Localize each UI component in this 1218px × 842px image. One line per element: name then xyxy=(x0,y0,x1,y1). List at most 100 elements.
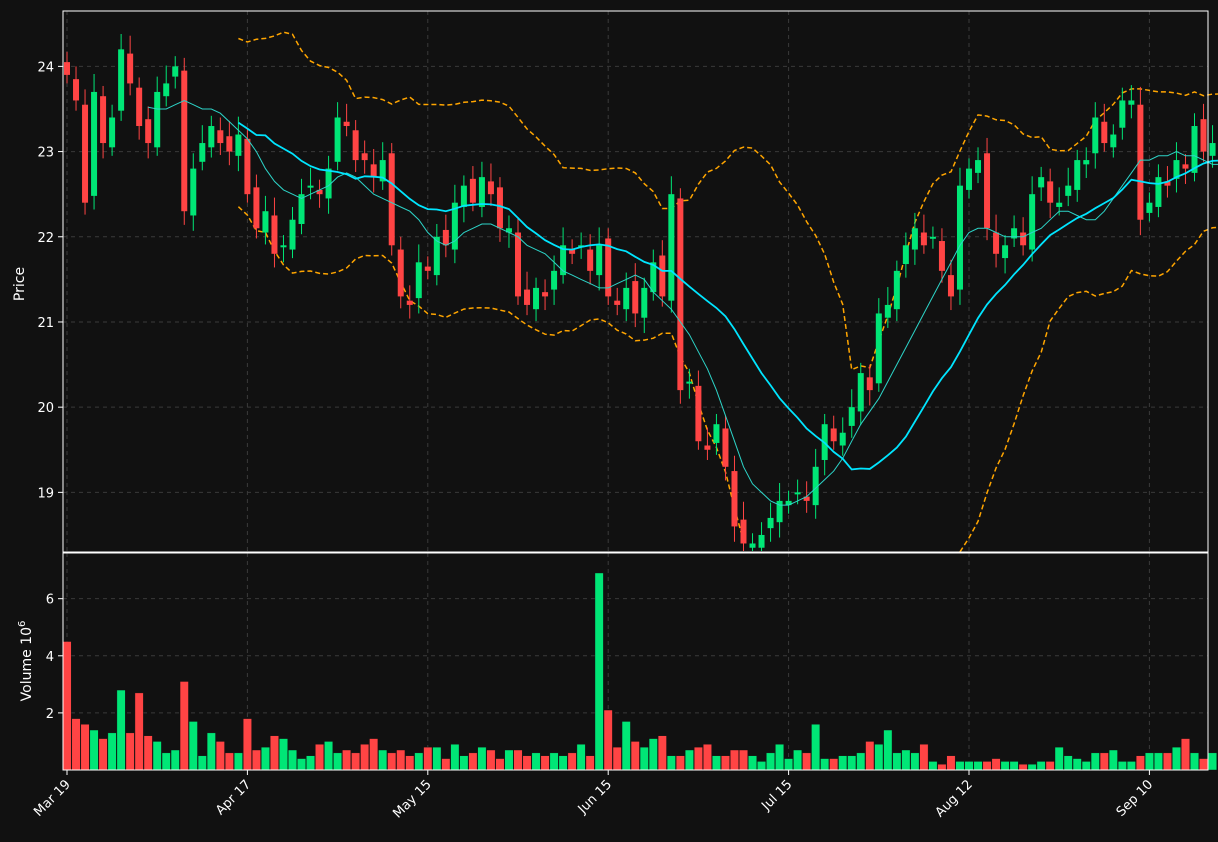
candle-body xyxy=(1155,177,1162,207)
volume-bar xyxy=(748,755,757,771)
volume-bar xyxy=(955,761,965,771)
volume-bar xyxy=(973,761,983,771)
candle-body xyxy=(226,136,233,152)
candle-body xyxy=(1092,117,1099,154)
volume-bar xyxy=(89,729,99,771)
volume-bar xyxy=(1172,746,1181,771)
candle-body xyxy=(280,245,287,248)
price-tick-label: 21 xyxy=(37,316,54,331)
candle-body xyxy=(127,53,134,84)
candle-body xyxy=(659,255,666,297)
volume-bar xyxy=(224,752,234,771)
candle-body xyxy=(740,519,747,544)
upper-band-line xyxy=(238,31,1218,371)
volume-bar xyxy=(730,749,739,771)
volume-bar xyxy=(98,738,108,771)
candle-body xyxy=(515,232,521,297)
volume-bar xyxy=(838,755,848,771)
volume-bar xyxy=(549,752,559,771)
volume-bar xyxy=(206,732,216,771)
volume-bar xyxy=(883,729,893,771)
volume-bar xyxy=(432,746,442,771)
volume-bar xyxy=(116,689,126,771)
volume-bar xyxy=(170,749,180,771)
volume-bar xyxy=(333,752,342,771)
lower-bollinger-band xyxy=(237,206,1218,553)
volume-bar xyxy=(252,749,261,771)
volume-bar xyxy=(1009,761,1019,771)
candle-body xyxy=(569,249,576,254)
candle-body xyxy=(1146,202,1153,213)
volume-axis-label-text: Volume 10 xyxy=(19,627,35,701)
volume-bar xyxy=(1036,761,1046,771)
candle-body xyxy=(938,241,945,271)
volume-bar xyxy=(1072,758,1082,771)
volume-bar xyxy=(675,755,685,771)
candle-body xyxy=(100,96,107,144)
volume-bar xyxy=(143,735,153,771)
candle-body xyxy=(199,143,206,162)
candle-body xyxy=(244,138,251,195)
volume-bar xyxy=(495,758,505,771)
price-tick-label: 23 xyxy=(37,146,54,161)
candle-body xyxy=(91,91,98,196)
volume-bar xyxy=(513,749,523,771)
volume-bar xyxy=(594,572,604,771)
candle-body xyxy=(1047,181,1054,203)
candle-body xyxy=(668,194,675,301)
candle-body xyxy=(271,215,278,254)
volume-bar xyxy=(766,752,775,771)
volume-bar xyxy=(802,752,812,771)
candle-body xyxy=(343,121,350,127)
candle-body xyxy=(1074,160,1081,190)
volume-bar xyxy=(134,692,144,771)
candle-body xyxy=(686,381,693,384)
volume-bar xyxy=(540,755,550,771)
volume-bar xyxy=(1018,764,1028,771)
volume-bar xyxy=(71,718,81,771)
volume-bar xyxy=(865,741,875,771)
volume-bar xyxy=(612,746,622,771)
volume-bar xyxy=(1081,761,1091,771)
candle-body xyxy=(451,202,458,250)
candle-body xyxy=(866,377,873,391)
volume-bar xyxy=(928,761,938,771)
volume-bar xyxy=(1045,761,1055,771)
candle-body xyxy=(812,466,819,506)
candle-body xyxy=(1110,134,1117,148)
volume-bar xyxy=(342,749,352,771)
candle-body xyxy=(857,373,864,412)
candle-body xyxy=(560,245,567,276)
candle-body xyxy=(632,281,639,314)
candle-body xyxy=(947,275,954,297)
candle-body xyxy=(298,194,305,224)
candle-body xyxy=(704,445,711,450)
volume-bar xyxy=(1126,761,1136,771)
volume-bar xyxy=(1190,752,1199,771)
candle-body xyxy=(235,134,242,156)
volume-bar xyxy=(62,641,72,771)
candle-body xyxy=(794,492,801,495)
candle-body xyxy=(776,500,783,523)
volume-bar xyxy=(188,721,198,771)
volume-bar xyxy=(847,755,857,771)
candle-body xyxy=(145,119,152,144)
candle-body xyxy=(1128,100,1135,105)
volume-bar xyxy=(107,732,117,771)
volume-axis-label-exponent: 6 xyxy=(17,621,28,627)
candle-body xyxy=(1083,160,1090,165)
volume-bar xyxy=(757,761,766,771)
candle-body xyxy=(975,160,982,173)
volume-bar xyxy=(414,752,424,771)
volume-bar xyxy=(522,755,532,771)
volume-bar xyxy=(558,755,568,771)
volume-bar xyxy=(369,738,379,771)
candle-body xyxy=(542,292,549,297)
volume-bar xyxy=(233,752,243,771)
volume-bar xyxy=(937,764,947,771)
candle-body xyxy=(181,70,188,212)
candle-body xyxy=(605,238,612,297)
volume-bar xyxy=(874,744,884,771)
volume-bar xyxy=(315,744,324,771)
